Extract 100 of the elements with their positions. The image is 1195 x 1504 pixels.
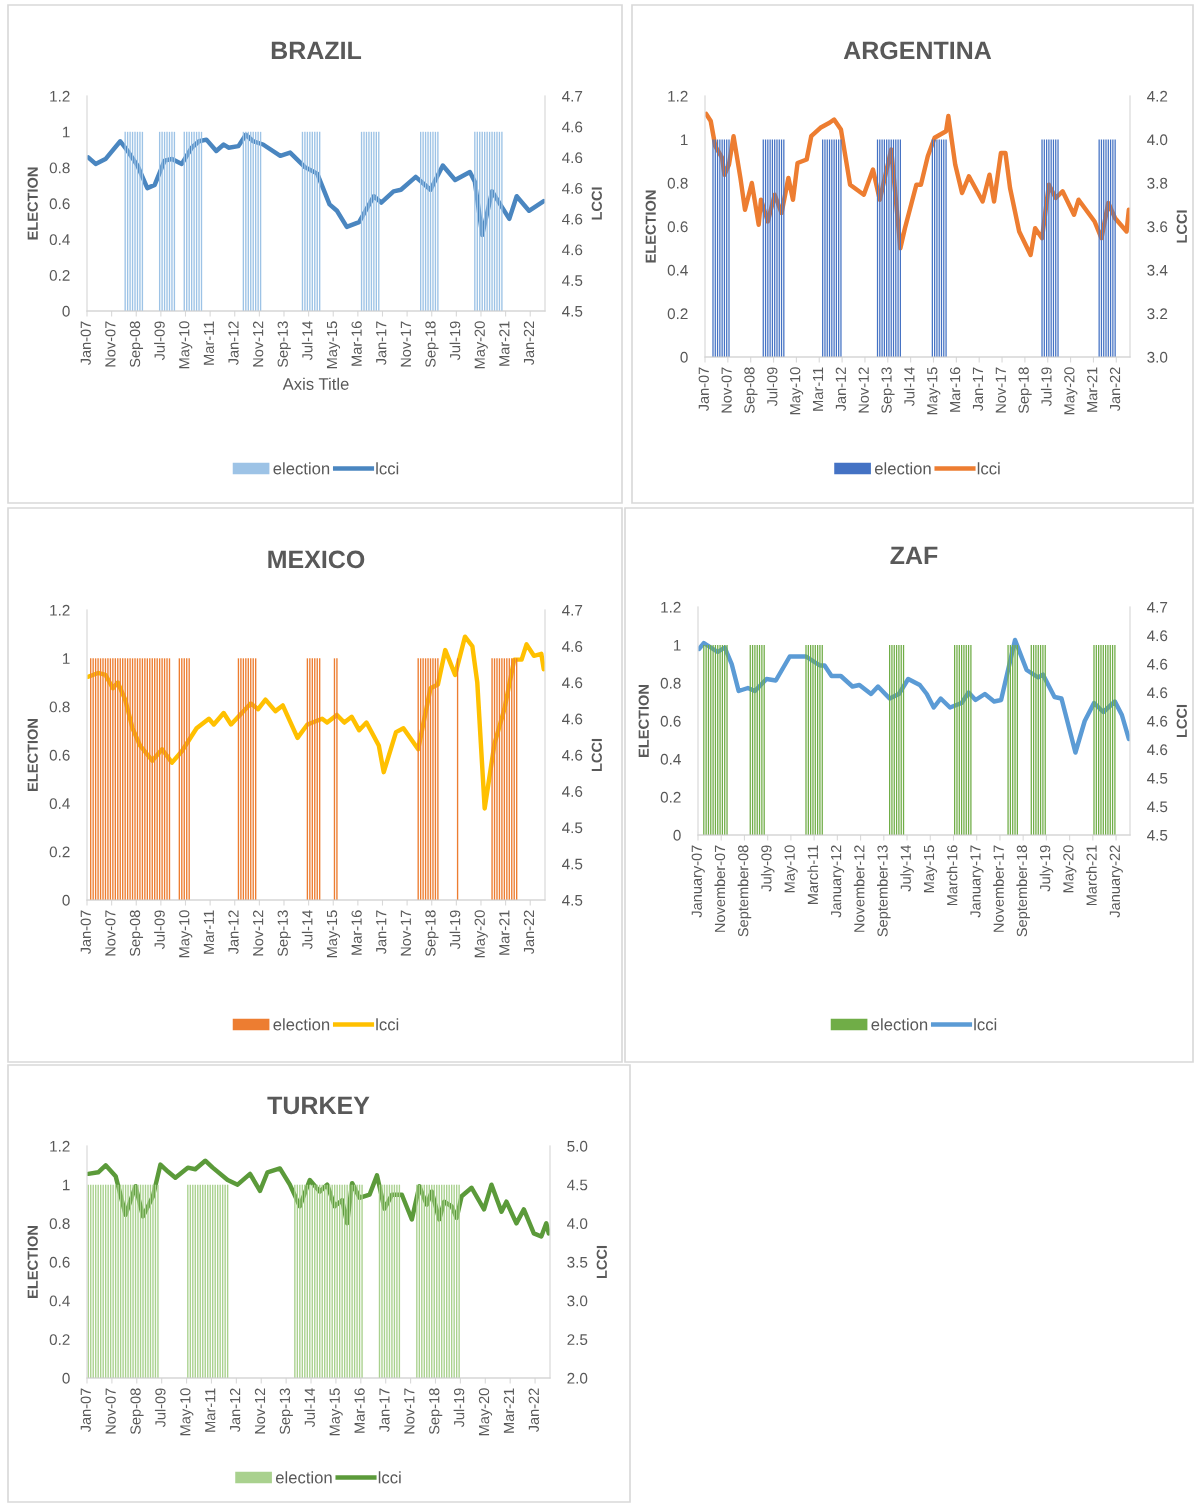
x-tick-label: May-15 — [326, 321, 341, 369]
y-tick-label: 0.2 — [49, 270, 70, 281]
y2-tick-label: 4.6 — [562, 213, 583, 225]
x-tick-label: November-12 — [853, 845, 865, 932]
y2-tick-label: 3.0 — [1147, 351, 1168, 363]
x-tick-label: Sep-18 — [429, 1388, 443, 1435]
x-tick-label: Sep-18 — [425, 321, 439, 368]
x-tick-label: Jul-19 — [449, 910, 461, 950]
x-tick-label: Nov-17 — [404, 1388, 415, 1434]
y2-tick-label: 4.6 — [1147, 715, 1168, 727]
y2-tick-label: 3.6 — [1147, 221, 1168, 233]
x-tick-label: Jul-09 — [154, 321, 165, 361]
x-tick-label: Jul-14 — [304, 1388, 315, 1428]
y2-tick-label: 4.6 — [562, 786, 583, 797]
x-tick-label: May-20 — [1063, 845, 1077, 893]
x-tick-label: Sep-13 — [277, 321, 291, 368]
x-tick-label: March-16 — [946, 845, 958, 906]
x-tick-label: Nov-17 — [400, 321, 412, 367]
x-tick-label: May-20 — [478, 1388, 493, 1436]
x-tick-label: July-19 — [1039, 845, 1054, 892]
x-tick-label: May-15 — [329, 1388, 343, 1436]
y-tick-label: 0.6 — [49, 198, 70, 210]
y2-tick-label: 4.6 — [562, 713, 583, 725]
y2-axis-title: LCCI — [1176, 704, 1187, 738]
y2-tick-label: 4.6 — [562, 244, 583, 256]
y2-tick-label: 4.6 — [1147, 744, 1168, 756]
x-tick-label: Sep-08 — [129, 910, 144, 957]
y-tick-label: 0.2 — [660, 791, 681, 803]
x-tick-label: Jan-22 — [523, 910, 535, 955]
y2-tick-label: 4.5 — [562, 858, 583, 870]
y-tick-label: 0.2 — [667, 308, 688, 320]
x-tick-label: Sep-08 — [130, 1388, 144, 1435]
chart-title: BRAZIL — [271, 41, 362, 59]
x-tick-label: Nov-07 — [105, 910, 116, 956]
y2-axis-title: LCCI — [1176, 210, 1187, 243]
y2-tick-label: 3.8 — [1147, 177, 1168, 189]
x-tick-label: Jul-19 — [453, 1388, 465, 1428]
y2-tick-label: 2.5 — [567, 1334, 588, 1346]
x-tick-label: Nov-12 — [254, 1388, 266, 1434]
x-tick-label: Nov-17 — [995, 367, 1006, 413]
y-tick-label: 0 — [62, 894, 70, 906]
chart-title: TURKEY — [267, 1096, 370, 1115]
x-tick-label: November-17 — [993, 845, 1004, 932]
y2-axis-title: LCCI — [591, 738, 602, 772]
x-tick-label: Jan-07 — [80, 910, 91, 955]
x-tick-label: Nov-07 — [105, 1388, 116, 1434]
y2-tick-label: 4.0 — [567, 1218, 588, 1230]
legend-label: lcci — [974, 1018, 997, 1031]
legend-label: election — [871, 1018, 928, 1031]
x-tick-label: May-10 — [784, 845, 798, 893]
y-axis-title: ELECTION — [645, 190, 656, 263]
y2-tick-label: 4.6 — [562, 641, 583, 652]
x-tick-label: Jul-19 — [449, 321, 461, 361]
x-tick-label: Nov-17 — [400, 910, 412, 956]
y-tick-label: 0.8 — [49, 1218, 70, 1230]
y2-tick-label: 4.2 — [1147, 90, 1168, 102]
x-tick-label: January-12 — [830, 845, 845, 918]
x-tick-label: Jan-12 — [228, 910, 239, 955]
y2-tick-label: 4.6 — [1147, 630, 1168, 642]
x-tick-label: January-22 — [1109, 845, 1123, 918]
x-tick-label: September-13 — [877, 845, 891, 937]
y-tick-label: 0.8 — [667, 177, 688, 189]
x-tick-label: May-10 — [179, 321, 193, 369]
x-tick-label: May-10 — [180, 1388, 194, 1436]
y2-tick-label: 3.0 — [567, 1295, 588, 1307]
y-tick-label: 1.2 — [668, 90, 688, 102]
y2-tick-label: 4.5 — [1147, 801, 1168, 813]
y-tick-label: 0 — [62, 1372, 70, 1384]
x-tick-label: Jul-09 — [766, 367, 778, 407]
y2-tick-label: 4.6 — [1147, 658, 1168, 670]
y-tick-label: 1.2 — [661, 601, 681, 613]
x-tick-label: Jul-09 — [154, 910, 165, 950]
x-tick-label: March-21 — [1086, 845, 1097, 906]
x-tick-label: Jul-14 — [301, 910, 313, 950]
legend-label: election — [874, 462, 931, 475]
y2-tick-label: 4.7 — [562, 605, 583, 616]
x-tick-label: July-14 — [900, 845, 914, 892]
legend-label: lcci — [376, 462, 399, 475]
x-tick-label: May-10 — [789, 367, 804, 415]
y2-tick-label: 4.5 — [562, 306, 583, 317]
y-tick-label: 1 — [674, 640, 681, 651]
chart-title: ZAF — [890, 546, 938, 564]
x-tick-label: Jan-22 — [523, 321, 535, 366]
x-tick-label: Jan-12 — [228, 321, 239, 366]
y-tick-label: 1 — [63, 126, 70, 138]
legend-label: election — [273, 1018, 330, 1031]
y2-tick-label: 4.6 — [562, 183, 583, 194]
x-tick-label: March-11 — [807, 845, 819, 905]
x-tick-label: Mar-16 — [354, 1388, 365, 1433]
chart-title: ARGENTINA — [843, 41, 992, 60]
x-tick-label: May-15 — [927, 367, 941, 415]
x-tick-label: Jul-19 — [1040, 367, 1052, 407]
x-tick-label: January-07 — [691, 845, 705, 918]
x-tick-label: Nov-07 — [721, 367, 732, 413]
x-tick-label: Sep-13 — [277, 910, 291, 957]
x-tick-label: Mar-21 — [1087, 367, 1098, 412]
y2-tick-label: 4.5 — [567, 1179, 588, 1191]
y2-tick-label: 4.6 — [562, 749, 583, 761]
y2-tick-label: 4.7 — [562, 91, 583, 102]
x-tick-label: Mar-11 — [203, 321, 215, 365]
